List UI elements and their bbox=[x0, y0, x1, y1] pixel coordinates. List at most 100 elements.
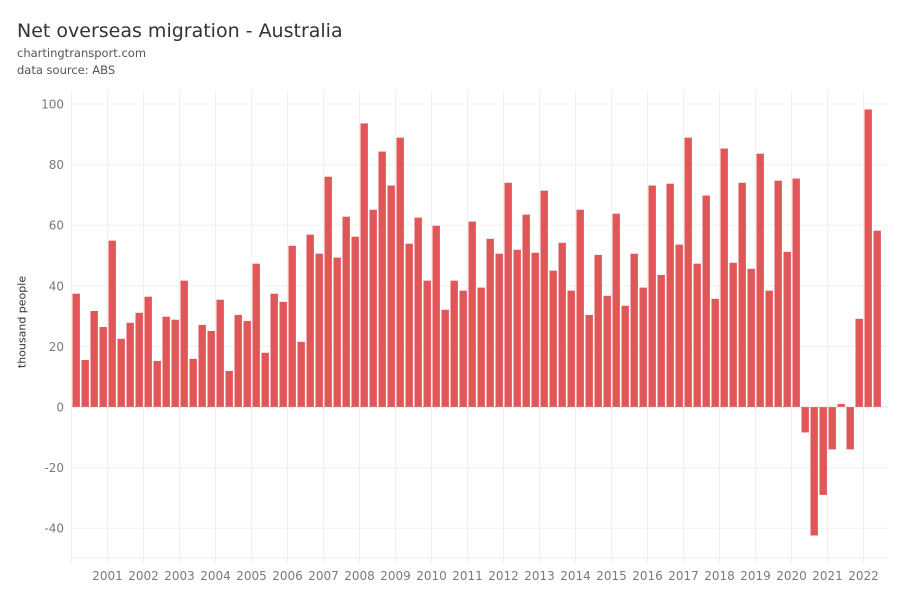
bar bbox=[261, 352, 269, 407]
bar bbox=[675, 244, 683, 407]
bar bbox=[324, 176, 332, 407]
bar bbox=[243, 320, 251, 407]
x-tick-label: 2014 bbox=[560, 569, 591, 583]
bar bbox=[792, 178, 800, 407]
bar bbox=[855, 318, 863, 407]
bar bbox=[774, 180, 782, 407]
bar bbox=[432, 225, 440, 407]
bar bbox=[180, 280, 188, 407]
bar bbox=[342, 216, 350, 407]
bar bbox=[486, 238, 494, 407]
bar bbox=[189, 358, 197, 407]
bar bbox=[594, 254, 602, 407]
bar bbox=[450, 280, 458, 407]
bar bbox=[234, 314, 242, 407]
bar bbox=[360, 123, 368, 407]
bar bbox=[684, 137, 692, 407]
bar bbox=[765, 290, 773, 407]
bar bbox=[108, 240, 116, 407]
bar bbox=[585, 314, 593, 407]
x-tick-label: 2021 bbox=[812, 569, 843, 583]
bar bbox=[81, 360, 89, 407]
bar bbox=[369, 209, 377, 407]
bar bbox=[540, 190, 548, 407]
bar bbox=[144, 296, 152, 407]
bar bbox=[117, 338, 125, 407]
bar bbox=[801, 407, 809, 433]
bar bbox=[720, 148, 728, 407]
bar bbox=[135, 312, 143, 407]
x-tick-label: 2003 bbox=[164, 569, 195, 583]
bar bbox=[810, 407, 818, 536]
y-tick-label: -40 bbox=[44, 522, 64, 536]
bar bbox=[612, 213, 620, 407]
bar bbox=[531, 252, 539, 407]
bar bbox=[702, 195, 710, 407]
bar bbox=[216, 299, 224, 407]
x-tick-label: 2002 bbox=[128, 569, 159, 583]
bar bbox=[513, 249, 521, 407]
bar bbox=[441, 309, 449, 407]
bar bbox=[468, 221, 476, 407]
bar bbox=[72, 293, 80, 407]
bar bbox=[738, 182, 746, 407]
y-tick-label: 0 bbox=[56, 401, 64, 415]
bar bbox=[558, 242, 566, 407]
x-tick-label: 2004 bbox=[200, 569, 231, 583]
bar bbox=[414, 217, 422, 407]
bar bbox=[153, 360, 161, 407]
bar bbox=[477, 287, 485, 407]
bar bbox=[495, 253, 503, 407]
bar bbox=[783, 251, 791, 407]
y-tick-label: 60 bbox=[49, 219, 64, 233]
bar bbox=[99, 327, 107, 407]
bar bbox=[162, 316, 170, 407]
bar bbox=[828, 407, 836, 450]
x-tick-label: 2022 bbox=[848, 569, 879, 583]
bar bbox=[288, 245, 296, 407]
bar bbox=[459, 290, 467, 407]
source-site: chartingtransport.com bbox=[17, 46, 147, 60]
bar bbox=[567, 290, 575, 407]
bar bbox=[711, 298, 719, 407]
x-tick-label: 2001 bbox=[92, 569, 123, 583]
bar bbox=[423, 280, 431, 407]
x-axis-ticks: 2001 2002 2003 2004 2005 2006 2007 2008 2009 2010… bbox=[92, 569, 879, 583]
bar bbox=[576, 209, 584, 407]
chart-title: Net overseas migration - Australia bbox=[17, 20, 343, 42]
x-tick-label: 2016 bbox=[632, 569, 663, 583]
bar bbox=[90, 310, 98, 407]
y-tick-label: 40 bbox=[49, 279, 64, 293]
bar bbox=[603, 295, 611, 407]
bar bbox=[666, 183, 674, 407]
bar bbox=[819, 407, 827, 495]
x-tick-label: 2019 bbox=[740, 569, 771, 583]
x-tick-label: 2006 bbox=[272, 569, 303, 583]
bar bbox=[333, 257, 341, 407]
bar bbox=[252, 263, 260, 407]
bar bbox=[396, 137, 404, 407]
bar bbox=[378, 151, 386, 407]
x-tick-label: 2005 bbox=[236, 569, 267, 583]
bars bbox=[72, 109, 881, 536]
bar bbox=[126, 322, 134, 407]
bar bbox=[837, 403, 845, 407]
bar bbox=[846, 407, 854, 450]
bar bbox=[207, 330, 215, 407]
bar bbox=[279, 301, 287, 407]
bar bbox=[729, 262, 737, 407]
data-source: data source: ABS bbox=[17, 63, 116, 77]
bar bbox=[648, 185, 656, 407]
bar bbox=[171, 319, 179, 407]
bar bbox=[630, 253, 638, 407]
bar bbox=[693, 263, 701, 407]
bar bbox=[864, 109, 872, 407]
bar bbox=[549, 270, 557, 407]
bar bbox=[297, 341, 305, 407]
bar bbox=[504, 182, 512, 407]
bar bbox=[873, 230, 881, 407]
x-tick-label: 2009 bbox=[380, 569, 411, 583]
x-tick-label: 2010 bbox=[416, 569, 447, 583]
y-tick-label: 80 bbox=[49, 158, 64, 172]
